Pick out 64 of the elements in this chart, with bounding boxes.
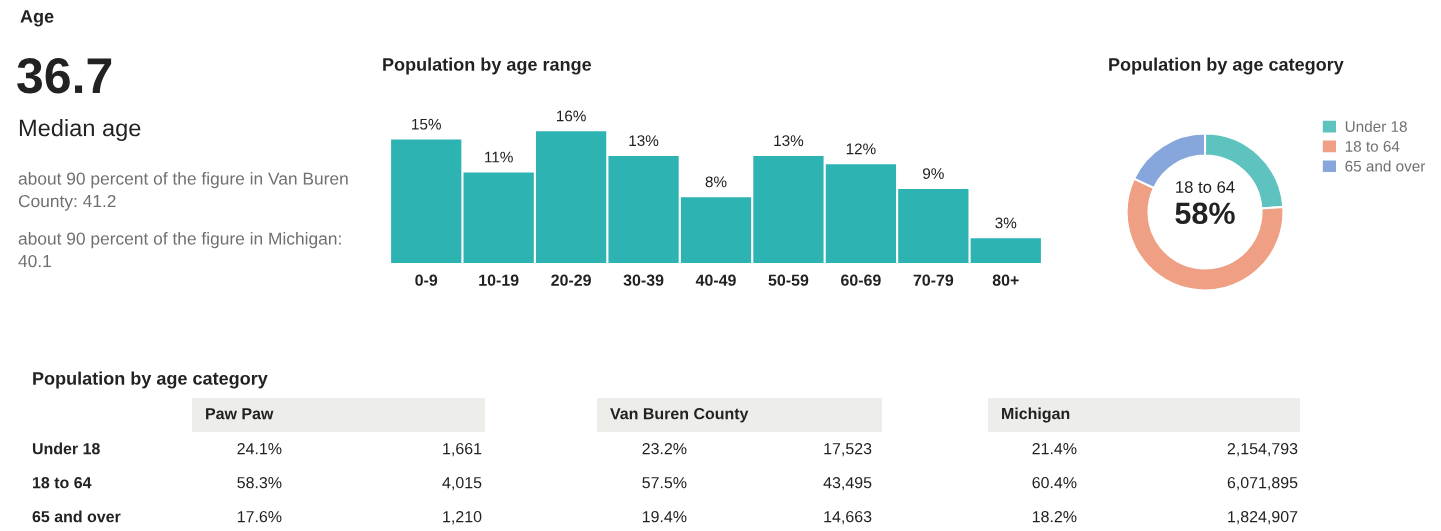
- text: 57.5%: [642, 477, 687, 489]
- text: 1,210: [443, 510, 482, 525]
- text: 4,015: [442, 476, 482, 491]
- data-label: 16%: [556, 110, 586, 122]
- text: 17.6%: [237, 510, 282, 523]
- text: 6,071,895: [1227, 476, 1298, 491]
- category-label: Paw Paw: [206, 408, 274, 420]
- text: 18.2%: [1032, 510, 1077, 523]
- text: 23.2%: [642, 442, 687, 455]
- data-label: 3%: [995, 217, 1017, 229]
- data-label: 15%: [412, 118, 441, 130]
- bar: [391, 139, 462, 263]
- data-label: 9%: [923, 168, 944, 179]
- legend-label: Under 18: [1345, 120, 1407, 132]
- x-tick-label: 80+: [992, 274, 1019, 286]
- text: 19.4%: [642, 510, 687, 523]
- data-label: 12%: [846, 143, 876, 155]
- text: Median age: [19, 119, 141, 141]
- category-label: Van Buren County: [610, 407, 749, 423]
- legend-label: 65 and over: [1345, 160, 1426, 172]
- x-tick-label: 20-29: [551, 274, 591, 286]
- text: 1,661: [443, 442, 482, 457]
- text: Age: [20, 10, 54, 27]
- text: about 90 percent of the figure in Michigan: 40.1: [18, 232, 341, 268]
- category-label: 18 to 64: [33, 476, 92, 489]
- x-tick-label: 10-19: [479, 274, 519, 286]
- x-tick-label: 70-79: [913, 274, 954, 286]
- category-label: 65 and over: [32, 510, 121, 523]
- text: 2,154,793: [1227, 442, 1298, 457]
- bar: [680, 197, 752, 263]
- text: 21.4%: [1032, 442, 1077, 455]
- bar: [535, 131, 607, 263]
- chart-title: Population by age range: [383, 57, 592, 75]
- x-tick-label: 50-59: [768, 274, 809, 286]
- x-tick-label: 60-69: [841, 274, 881, 286]
- legend-label: 18 to 64: [1345, 140, 1400, 152]
- x-tick-label: 0-9: [415, 274, 438, 286]
- text: 43,495: [823, 476, 872, 491]
- text: about 90 percent of the figure in Van Buren County: 41.2: [18, 172, 348, 211]
- bar: [825, 164, 897, 263]
- data-label: 13%: [629, 135, 659, 147]
- bar: [970, 238, 1041, 263]
- data-label: 8%: [705, 176, 727, 188]
- category-label: Under 18: [32, 442, 100, 455]
- bar: [463, 172, 534, 263]
- chart-title: Population by age category: [1109, 57, 1344, 75]
- text: Population by age category: [33, 371, 268, 389]
- text: 58%: [1175, 202, 1235, 225]
- x-tick-label: 30-39: [623, 274, 664, 286]
- text: 36.7: [17, 58, 112, 94]
- x-tick-label: 40-49: [695, 274, 736, 286]
- data-label: 11%: [485, 151, 513, 163]
- data-label: 13%: [774, 135, 804, 147]
- text: 14,663: [824, 510, 872, 525]
- text: 17,523: [824, 442, 872, 457]
- bar: [898, 188, 969, 263]
- text: 18 to 64: [1176, 181, 1235, 193]
- bar: [753, 156, 824, 263]
- text: 60.4%: [1032, 476, 1077, 489]
- text: 58.3%: [237, 476, 282, 489]
- text: 1,824,907: [1228, 510, 1298, 525]
- bar: [608, 156, 679, 263]
- category-label: Michigan: [1002, 407, 1070, 423]
- text: 24.1%: [237, 442, 282, 455]
